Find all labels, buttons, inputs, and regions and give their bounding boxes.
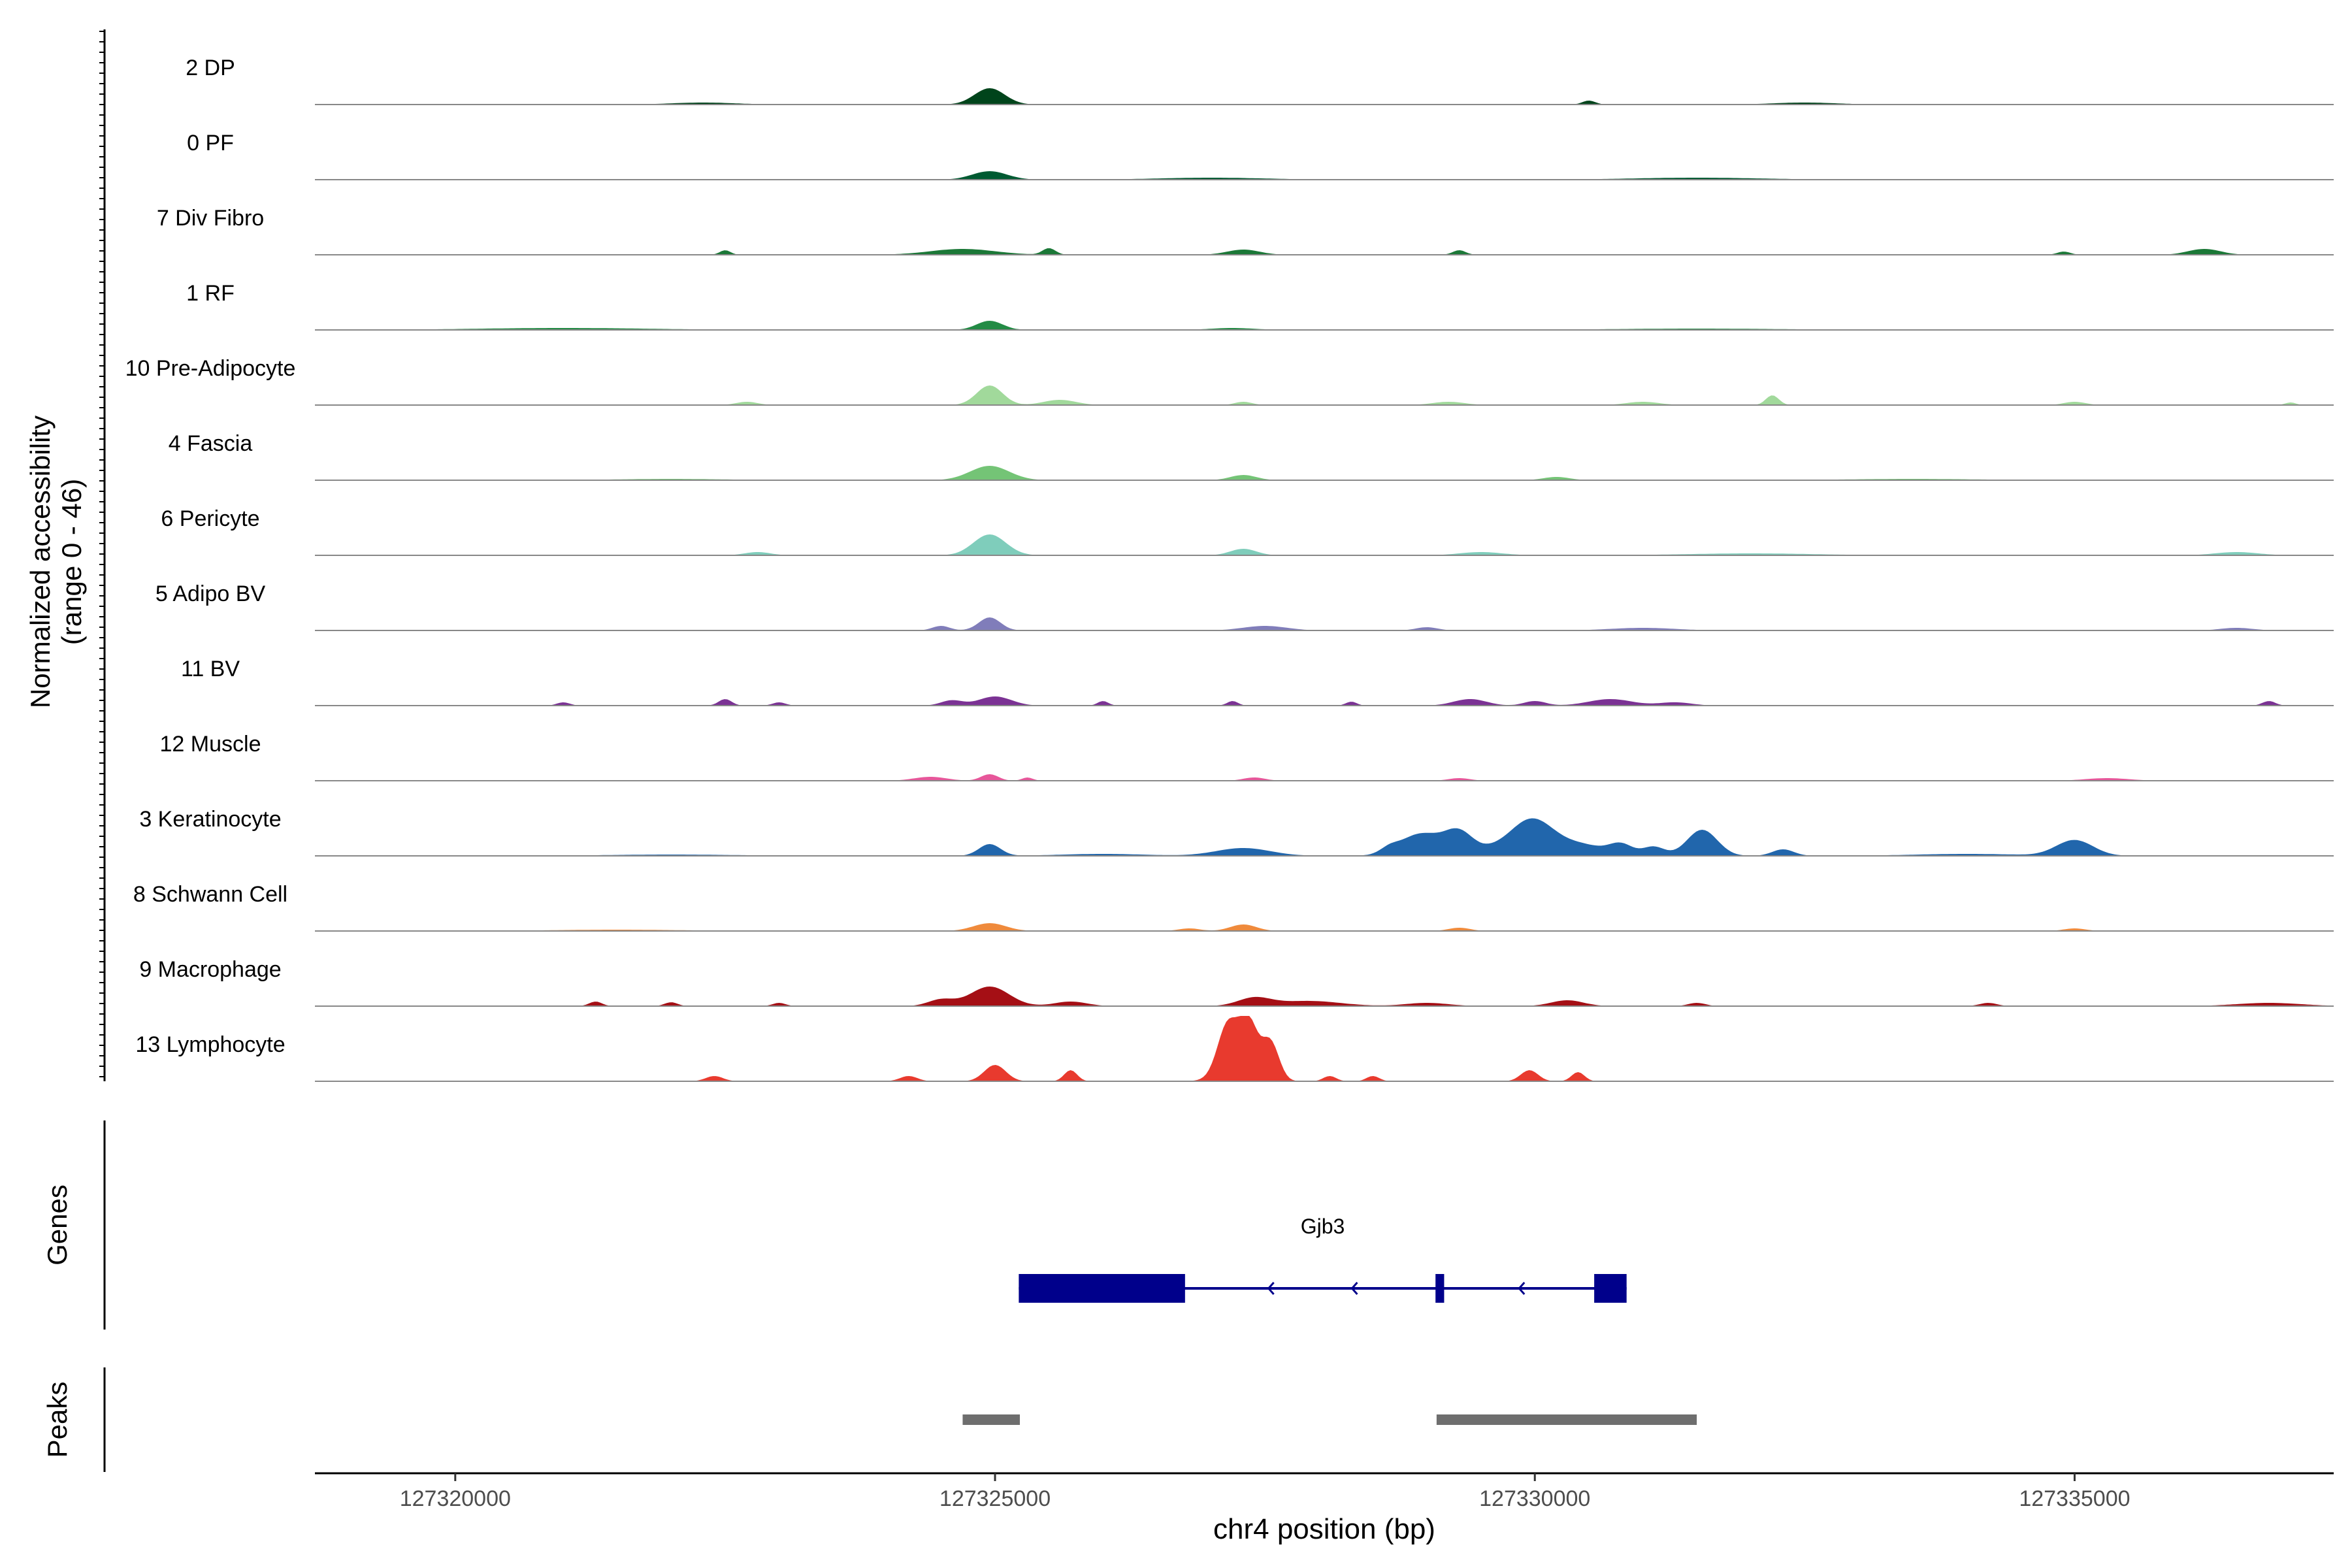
track-8: 11 BV (181, 657, 2334, 706)
x-axis-label: chr4 position (bp) (1213, 1513, 1435, 1545)
coverage-area (315, 88, 2334, 105)
track-3: 1 RF (186, 281, 2334, 331)
coverage-area (315, 385, 2334, 405)
peak-region-bar (1436, 1414, 1697, 1425)
track-label: 9 Macrophage (139, 957, 281, 982)
track-5: 4 Fascia (169, 431, 2334, 481)
x-axis-ticks: 127320000 127325000 127330000 127335000 (400, 1473, 2131, 1511)
track-label: 8 Schwann Cell (133, 882, 287, 907)
track-label: 3 Keratinocyte (139, 807, 281, 832)
track-label: 12 Muscle (160, 732, 261, 757)
gene-exon (1019, 1274, 1185, 1303)
track-13: 13 Lymphocyte (135, 1016, 2334, 1082)
coverage-area (315, 818, 2334, 856)
coverage-area (315, 466, 2334, 480)
coverage-area (315, 321, 2334, 330)
track-9: 12 Muscle (160, 732, 2334, 781)
x-tick-label: 127320000 (400, 1486, 511, 1511)
x-tick-label: 127330000 (1479, 1486, 1590, 1511)
coverage-area (315, 696, 2334, 706)
track-label: 11 BV (181, 657, 240, 681)
track-11: 8 Schwann Cell (133, 882, 2334, 932)
track-label: 6 Pericyte (161, 506, 259, 531)
peaks-label: Peaks (42, 1382, 73, 1458)
track-label: 10 Pre-Adipocyte (125, 356, 296, 381)
strand-arrow (1350, 1282, 1358, 1295)
coverage-area (315, 1016, 2334, 1081)
track-label: 2 DP (186, 56, 235, 80)
track-1: 0 PF (187, 131, 2334, 180)
strand-arrow (1267, 1282, 1275, 1295)
track-label: 4 Fascia (169, 431, 253, 456)
track-6: 6 Pericyte (161, 506, 2334, 556)
coverage-area (315, 987, 2334, 1006)
y-axis-label-range: (range 0 - 46) (56, 479, 87, 645)
track-0: 2 DP (186, 56, 2334, 105)
track-label: 5 Adipo BV (155, 581, 266, 606)
track-label: 7 Div Fibro (157, 206, 264, 231)
gene-exon (1435, 1274, 1445, 1303)
genes-panel: Genes Gjb3 (42, 1120, 1627, 1330)
track-2: 7 Div Fibro (157, 206, 2334, 255)
coverage-area (315, 534, 2334, 555)
y-axis-ticks (99, 31, 105, 1077)
coverage-tracks: 2 DP 0 PF 7 Div Fibro 1 RF 10 Pre-Adipocyte 4… (125, 56, 2334, 1082)
coverage-area (315, 171, 2334, 180)
coverage-area (315, 774, 2334, 781)
track-label: 1 RF (186, 281, 235, 306)
track-7: 5 Adipo BV (155, 581, 2334, 631)
track-10: 3 Keratinocyte (139, 807, 2334, 857)
track-label: 13 Lymphocyte (135, 1032, 285, 1057)
coverage-area (315, 248, 2334, 255)
x-axis: 127320000 127325000 127330000 127335000 chr… (315, 1472, 2334, 1545)
peaks-panel: Peaks (42, 1367, 1697, 1472)
strand-arrow (1518, 1282, 1526, 1295)
gene-exon (1594, 1274, 1627, 1303)
y-axis-label: Normalized accessibility (25, 416, 56, 708)
y-axis: Normalized accessibility (range 0 - 46) (25, 29, 106, 1081)
track-12: 9 Macrophage (139, 957, 2334, 1007)
x-tick-label: 127325000 (939, 1486, 1051, 1511)
peak-regions (962, 1414, 1697, 1425)
peak-region-bar (962, 1414, 1021, 1425)
coverage-area (315, 617, 2334, 630)
track-label: 0 PF (187, 131, 234, 155)
x-tick-label: 127335000 (2019, 1486, 2130, 1511)
coverage-area (315, 923, 2334, 931)
track-4: 10 Pre-Adipocyte (125, 356, 2334, 406)
gene-name-label: Gjb3 (1301, 1215, 1345, 1238)
gene-model (1019, 1274, 1627, 1303)
genes-label: Genes (42, 1184, 73, 1266)
